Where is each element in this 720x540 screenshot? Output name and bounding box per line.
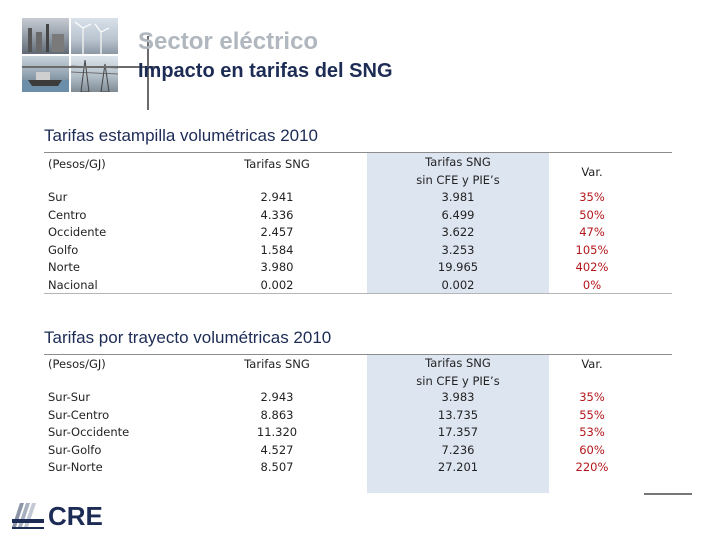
table-cell: 17.357 (437, 425, 479, 439)
header-photo-collage (22, 18, 159, 110)
ship-photo (22, 56, 69, 92)
table-cell: 47% (579, 225, 605, 239)
table-row-label: Centro (48, 207, 87, 222)
page-subtitle: Impacto en tarifas del SNG (138, 60, 393, 82)
table-cell: 2.457 (260, 225, 294, 239)
page-title: Sector eléctrico (138, 28, 319, 55)
table-cell: 105% (575, 242, 609, 257)
section2-var-values: 35% 55% 53% 60% 220% (562, 389, 622, 477)
table-row-label: Nacional (48, 277, 98, 292)
wind-turbines-photo (71, 18, 118, 54)
table-cell: 50% (579, 207, 605, 222)
table-cell: 11.320 (256, 425, 298, 439)
section2-col-sin-line1: Tarifas SNG (425, 356, 491, 370)
table-cell: 0.002 (260, 277, 294, 292)
section1-col-var: Var. (581, 165, 603, 179)
header-divider-horizontal (22, 66, 159, 68)
cre-logo-text: CRE (48, 501, 103, 531)
table-row-label: Sur-Golfo (48, 442, 102, 457)
table-cell: 7.236 (441, 442, 475, 457)
table-cell: 0.002 (441, 277, 475, 292)
table-cell: 2.941 (260, 190, 294, 204)
section2-col-sin: Tarifas SNG sin CFE y PIE’s (367, 355, 549, 390)
table-cell: 55% (579, 407, 605, 422)
section2-header-rule (44, 354, 672, 355)
section1-col-sin-line1: Tarifas SNG (425, 155, 491, 169)
table-cell: 2.943 (260, 390, 294, 404)
table-cell: 19.965 (437, 260, 479, 274)
section2-col-tarifas: Tarifas SNG (244, 357, 310, 371)
table-cell: 3.980 (260, 260, 294, 274)
section2-sin-values: 3.983 13.735 17.357 7.236 27.201 (367, 389, 549, 477)
table-cell: 0% (582, 277, 602, 292)
section2-highlight-column (367, 354, 549, 493)
table-cell: 3.253 (441, 242, 475, 257)
table-cell: 8.507 (260, 460, 294, 474)
section2-col-var: Var. (581, 357, 603, 371)
section2-routes: Sur-Sur Sur-Centro Sur-Occidente Sur-Gol… (48, 389, 129, 477)
section2-col-sin-line2: sin CFE y PIE’s (416, 373, 500, 388)
table-cell: 27.201 (437, 460, 479, 474)
section1-regions: Sur Centro Occidente Golfo Norte Naciona… (48, 189, 106, 294)
section1-bottom-rule (44, 293, 672, 294)
table-cell: 402% (575, 260, 609, 274)
section1-units-label: (Pesos/GJ) (48, 157, 106, 171)
table-cell: 1.584 (260, 242, 294, 257)
table-row-label: Norte (48, 260, 80, 274)
table-cell: 3.983 (441, 390, 475, 404)
table-row-label: Sur (48, 190, 68, 204)
table-row-label: Sur-Sur (48, 390, 91, 404)
section2-title: Tarifas por trayecto volumétricas 2010 (44, 328, 332, 347)
section2-units-label: (Pesos/GJ) (48, 357, 106, 371)
table-row-label: Golfo (48, 242, 79, 257)
transmission-towers-photo (71, 56, 118, 92)
section1-sin-values: 3.981 6.499 3.622 3.253 19.965 0.002 (367, 189, 549, 294)
table-cell: 35% (579, 190, 605, 204)
section1-title: Tarifas estampilla volumétricas 2010 (44, 126, 319, 145)
section1-highlight-column (367, 152, 549, 293)
table-cell: 35% (579, 390, 605, 404)
table-cell: 220% (575, 460, 609, 474)
section1-col-tarifas: Tarifas SNG (244, 157, 310, 171)
table-cell: 8.863 (260, 407, 294, 422)
table-cell: 3.981 (441, 190, 475, 204)
table-cell: 6.499 (441, 207, 475, 222)
power-plant-photo (22, 18, 69, 54)
table-cell: 53% (579, 425, 605, 439)
section1-tarifas-values: 2.941 4.336 2.457 1.584 3.980 0.002 (237, 189, 317, 294)
table-row-label: Sur-Norte (48, 460, 103, 474)
table-cell: 60% (579, 442, 605, 457)
cre-logo: CRE (12, 501, 103, 531)
table-row-label: Occidente (48, 225, 107, 239)
footer-rule (644, 493, 692, 495)
section2-tarifas-values: 2.943 8.863 11.320 4.527 8.507 (237, 389, 317, 477)
section1-col-sin: Tarifas SNG sin CFE y PIE’s (367, 154, 549, 189)
table-cell: 3.622 (441, 225, 475, 239)
section1-var-values: 35% 50% 47% 105% 402% 0% (562, 189, 622, 294)
header-divider-vertical (147, 36, 149, 110)
table-cell: 4.527 (260, 442, 294, 457)
section1-col-sin-line2: sin CFE y PIE’s (416, 172, 500, 187)
logo-mark-icon (12, 503, 44, 529)
table-row-label: Sur-Centro (48, 407, 110, 422)
table-cell: 13.735 (437, 407, 479, 422)
section1-header-rule (44, 152, 672, 153)
table-cell: 4.336 (260, 207, 294, 222)
table-row-label: Sur-Occidente (48, 425, 130, 439)
